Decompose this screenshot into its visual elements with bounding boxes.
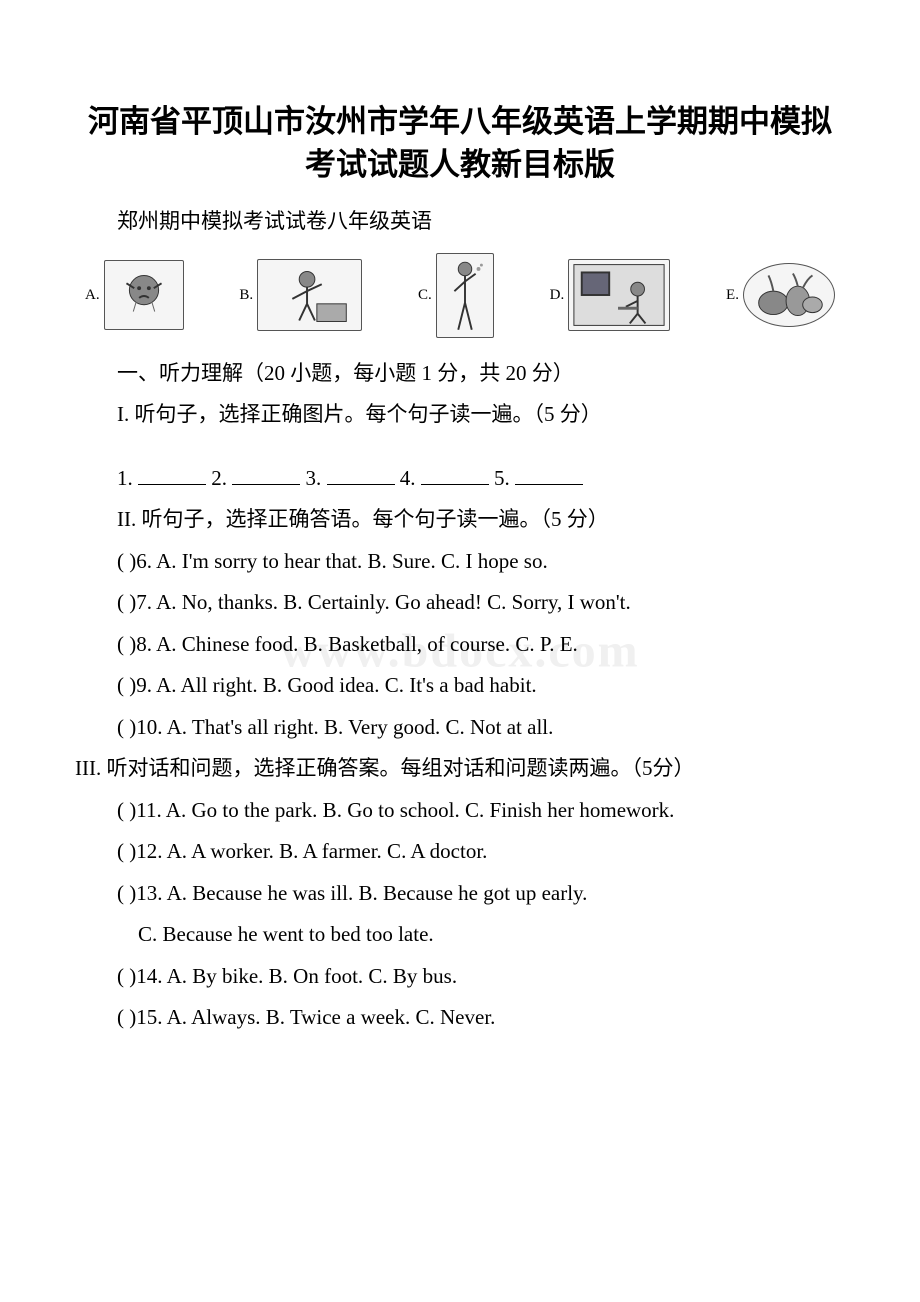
blank-4[interactable] bbox=[421, 464, 489, 485]
part-1-heading: I. 听句子，选择正确图片。每个句子读一遍。（5 分） bbox=[75, 399, 845, 431]
question-13-option-c: C. Because he went to bed too late. bbox=[75, 919, 845, 951]
question-11: ( )11. A. Go to the park. B. Go to schoo… bbox=[75, 795, 845, 827]
illustration-a-crying-child bbox=[104, 260, 184, 330]
image-option-d: D. bbox=[550, 259, 671, 331]
question-9: ( )9. A. All right. B. Good idea. C. It'… bbox=[75, 670, 845, 702]
blank-2[interactable] bbox=[232, 464, 300, 485]
illustration-c-person-standing bbox=[436, 253, 494, 338]
blank-label-5: 5. bbox=[494, 466, 510, 490]
image-option-a: A. bbox=[85, 260, 184, 330]
question-10: ( )10. A. That's all right. B. Very good… bbox=[75, 712, 845, 744]
blank-3[interactable] bbox=[327, 464, 395, 485]
image-label: B. bbox=[239, 287, 253, 304]
blank-label-4: 4. bbox=[400, 466, 416, 490]
question-13: ( )13. A. Because he was ill. B. Because… bbox=[75, 878, 845, 910]
image-options-row: A. B. bbox=[75, 253, 845, 338]
question-14: ( )14. A. By bike. B. On foot. C. By bus… bbox=[75, 961, 845, 993]
image-option-b: B. bbox=[239, 259, 362, 331]
image-option-e: E. bbox=[726, 263, 835, 327]
question-15: ( )15. A. Always. B. Twice a week. C. Ne… bbox=[75, 1002, 845, 1034]
question-12: ( )12. A. A worker. B. A farmer. C. A do… bbox=[75, 836, 845, 868]
document-content: 河南省平顶山市汝州市学年八年级英语上学期期中模拟考试试题人教新目标版 郑州期中模… bbox=[75, 100, 845, 1034]
question-7: ( )7. A. No, thanks. B. Certainly. Go ah… bbox=[75, 587, 845, 619]
section-1-heading: 一、听力理解（20 小题，每小题 1 分，共 20 分） bbox=[75, 358, 845, 390]
image-option-c: C. bbox=[418, 253, 494, 338]
illustration-b-person-activity bbox=[257, 259, 362, 331]
part-2-heading: II. 听句子，选择正确答语。每个句子读一遍。（5 分） bbox=[75, 504, 845, 536]
part-3-heading: III. 听对话和问题，选择正确答案。每组对话和问题读两遍。（5分） bbox=[75, 753, 845, 785]
blanks-line: 1. 2. 3. 4. 5. bbox=[75, 463, 845, 495]
blank-1[interactable] bbox=[138, 464, 206, 485]
blank-label-3: 3. bbox=[306, 466, 322, 490]
image-label: D. bbox=[550, 287, 565, 304]
illustration-e-vegetables bbox=[743, 263, 835, 327]
blank-label-2: 2. bbox=[211, 466, 227, 490]
question-8: ( )8. A. Chinese food. B. Basketball, of… bbox=[75, 629, 845, 661]
blank-5[interactable] bbox=[515, 464, 583, 485]
subtitle: 郑州期中模拟考试试卷八年级英语 bbox=[75, 205, 845, 235]
image-label: C. bbox=[418, 287, 432, 304]
main-title: 河南省平顶山市汝州市学年八年级英语上学期期中模拟考试试题人教新目标版 bbox=[75, 100, 845, 187]
question-6: ( )6. A. I'm sorry to hear that. B. Sure… bbox=[75, 546, 845, 578]
blank-label-1: 1. bbox=[117, 466, 133, 490]
image-label: A. bbox=[85, 287, 100, 304]
illustration-d-person-computer bbox=[568, 259, 670, 331]
image-label: E. bbox=[726, 287, 739, 304]
spacer bbox=[75, 441, 845, 463]
